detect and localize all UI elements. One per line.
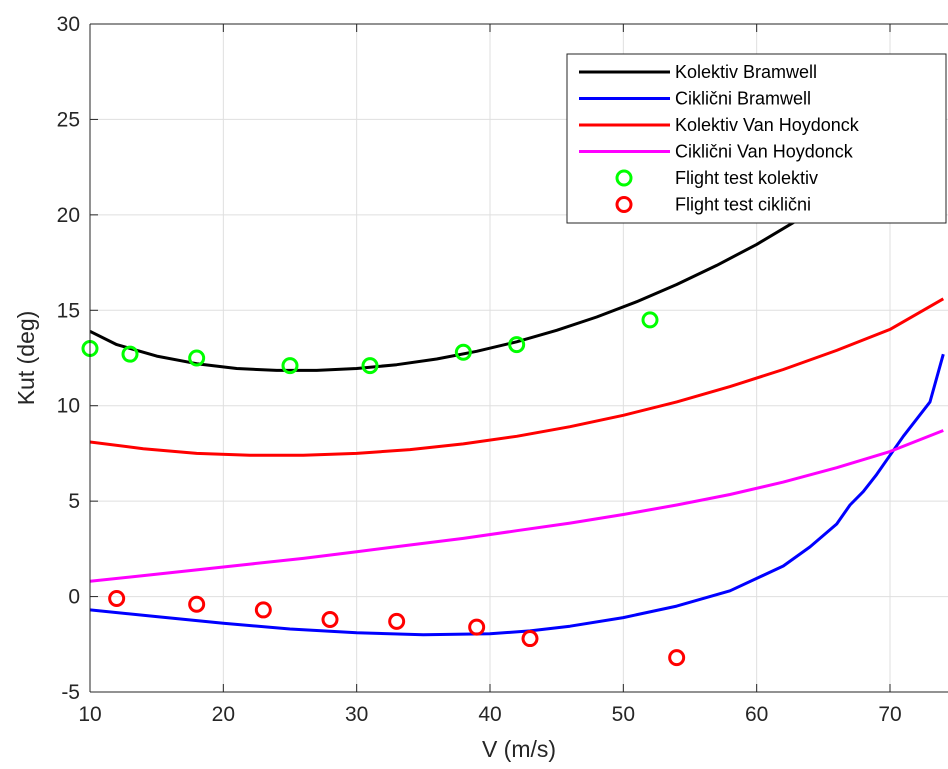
legend-entry-label: Flight test kolektiv — [675, 168, 818, 188]
legend-entry-label: Ciklični Bramwell — [675, 89, 811, 109]
y-tick-label: 5 — [68, 490, 80, 513]
y-tick-label: 15 — [57, 299, 80, 322]
data-point — [641, 311, 659, 329]
data-point — [508, 336, 526, 354]
y-tick-label: 30 — [57, 13, 80, 36]
data-point — [468, 618, 486, 636]
legend-entry-label: Kolektiv Bramwell — [675, 62, 817, 82]
data-point — [188, 595, 206, 613]
data-point — [388, 612, 406, 630]
legend-box — [566, 53, 947, 224]
x-tick-label: 20 — [212, 703, 235, 726]
x-tick-label: 10 — [78, 703, 101, 726]
data-point — [454, 343, 472, 361]
y-tick-label: 20 — [57, 204, 80, 227]
data-point — [121, 345, 139, 363]
legend-entry-label: Flight test ciklični — [675, 195, 811, 215]
y-tick-label: 0 — [68, 586, 80, 609]
x-tick-label: 60 — [745, 703, 768, 726]
y-tick-label: 10 — [57, 395, 80, 418]
x-tick-label: 40 — [478, 703, 501, 726]
y-tick-label: -5 — [61, 681, 80, 704]
y-tick-label: 25 — [57, 108, 80, 131]
data-point — [321, 610, 339, 628]
series-line — [90, 297, 945, 457]
data-point — [668, 649, 686, 667]
x-tick-label: 70 — [878, 703, 901, 726]
y-axis-label: Kut (deg) — [13, 311, 39, 406]
data-point — [281, 357, 299, 375]
legend-entry-label: Ciklični Van Hoydonck — [675, 142, 854, 162]
legend: Kolektiv Bramwell Ciklični Bramwell Kolekt… — [566, 53, 947, 224]
x-axis-label: V (m/s) — [482, 736, 556, 762]
legend-marker-swatch — [615, 169, 633, 187]
data-point — [521, 630, 539, 648]
x-tick-label: 30 — [345, 703, 368, 726]
x-tick-label: 50 — [612, 703, 635, 726]
data-point — [188, 349, 206, 367]
series-line — [90, 429, 944, 583]
data-point — [361, 357, 379, 375]
tick-labels: 10 20 30 40 50 60 70 -5 0 5 10 15 20 25 30 — [57, 13, 902, 726]
data-point — [254, 601, 272, 619]
axes — [89, 23, 948, 693]
legend-entry-label: Kolektiv Van Hoydonck — [675, 115, 860, 135]
data-point — [108, 589, 126, 607]
legend-marker-swatch — [615, 196, 633, 213]
